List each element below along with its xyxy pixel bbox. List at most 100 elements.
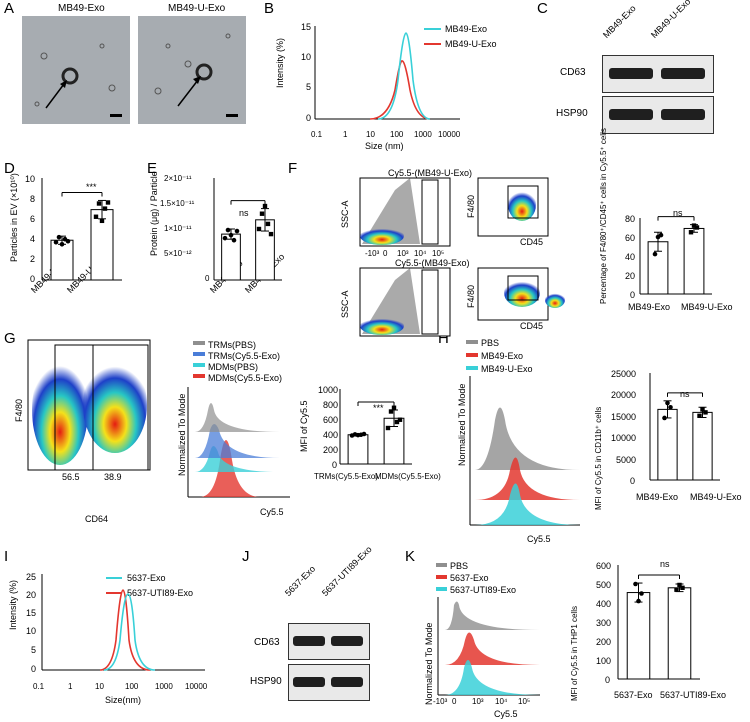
f-xt-3: 10³ <box>397 249 409 258</box>
c-lane-2: MB49-U-Exo <box>648 0 693 40</box>
k-cat-2: 5637-UTI89-Exo <box>660 690 727 700</box>
k-xt-4: 10⁴ <box>495 697 508 706</box>
c-band-cd63-1 <box>609 68 653 79</box>
f-sub-density-2b <box>545 292 565 308</box>
f-sub-gate-2 <box>507 275 539 301</box>
d-ytick-8: 8 <box>30 194 36 204</box>
k-ytick-0: 0 <box>605 675 611 685</box>
c-lane-1: MB49-Exo <box>600 3 638 40</box>
panel-label-h: H <box>438 330 449 347</box>
j-band-cd63-1 <box>293 636 325 646</box>
k-xt-2: 0 <box>452 697 457 706</box>
b-ytick-15: 15 <box>301 22 312 32</box>
g-cat-2: MDMs(Cy5.5-Exo) <box>375 472 441 481</box>
i-xtick-1000: 1000 <box>155 682 173 691</box>
k-point-2-1 <box>674 587 679 592</box>
e-sig: ns <box>239 208 249 218</box>
b-legend-2: MB49-U-Exo <box>445 39 497 49</box>
i-ytick-25: 25 <box>26 572 37 582</box>
h-ytick-10000: 10000 <box>611 433 637 443</box>
f-ytick-60: 60 <box>625 233 636 243</box>
i-series-5637-exo <box>103 593 156 671</box>
f-ssc-2: SSC-A <box>340 290 350 318</box>
e-cat-2: MB49-U-Exo <box>242 251 287 295</box>
f-sub-frame-2 <box>477 267 549 321</box>
i-xtick-10000: 10000 <box>185 682 208 691</box>
i-legend-1: 5637-Exo <box>127 573 166 583</box>
g-ytick-400: 400 <box>323 430 339 440</box>
g-gate-2: 38.9 <box>104 472 122 482</box>
b-ytick-10: 10 <box>301 52 312 62</box>
h-hist-mb49-exo <box>475 457 580 500</box>
j-lane-2: 5637-UTI89-Exo <box>319 544 374 598</box>
f-gate-2: 1.00 <box>424 271 444 282</box>
f-f480-1: F4/80 <box>466 194 476 218</box>
e-point-1-1 <box>222 235 228 241</box>
k-ytick-500: 500 <box>596 580 612 590</box>
f-scatter-density-1 <box>360 227 404 245</box>
g-hist-trm-exo <box>195 424 280 458</box>
g-point-2-1 <box>385 425 391 431</box>
d-sig: *** <box>86 182 97 192</box>
g-density-1 <box>32 355 88 465</box>
k-point-2-2 <box>677 582 682 588</box>
panel-label-b: B <box>264 0 275 17</box>
g-bar-ylabel: MFI of Cy5.5 <box>299 400 309 452</box>
f-cat-2: MB49-U-Exo <box>681 302 733 312</box>
k-ytick-200: 200 <box>596 637 612 647</box>
g-bar-1 <box>347 434 369 465</box>
i-xtick-0.1: 0.1 <box>33 682 45 691</box>
e-point-2-4 <box>265 221 271 227</box>
f-xt-2: 0 <box>383 249 388 258</box>
g-hist-trm-pbs <box>195 403 280 432</box>
g-point-2-5 <box>397 417 403 422</box>
k-xt-3: 10³ <box>472 697 484 706</box>
f-xt-1: -10³ <box>365 249 380 258</box>
b-legend-1: MB49-Exo <box>445 24 488 34</box>
f-bar-ylabel: Percentage of F4/80⁺/CD45⁺ cells in Cy5.… <box>599 128 608 304</box>
g-gate-1 <box>54 344 94 471</box>
i-xtick-100: 100 <box>125 682 139 691</box>
h-point-2-1 <box>697 413 702 418</box>
k-sig: ns <box>660 559 670 569</box>
i-ytick-5: 5 <box>31 645 37 655</box>
em-title-mb49-exo: MB49-Exo <box>58 3 105 14</box>
h-ytick-0: 0 <box>630 476 636 486</box>
k-point-1-2 <box>636 598 641 604</box>
panel-label-a: A <box>4 0 15 17</box>
f-sig: ns <box>673 208 683 218</box>
g-legend-1: TRMs(PBS) <box>208 340 256 350</box>
b-xtick-0.1: 0.1 <box>311 130 323 139</box>
e-point-2-1 <box>256 226 262 232</box>
g-hist-mdm-pbs <box>195 446 280 472</box>
e-point-2-2 <box>259 211 265 216</box>
f-title-2: Cy5.5-(MB49-Exo) <box>395 258 470 268</box>
f-cd45-1: CD45 <box>520 237 544 247</box>
f-sub-1: 75.6 <box>488 191 508 202</box>
f-scatter-density-2 <box>360 317 404 335</box>
panel-label-d: D <box>4 160 15 177</box>
i-xtick-1: 1 <box>68 682 73 691</box>
b-ytick-5: 5 <box>306 82 312 92</box>
b-ylabel: Intensity (%) <box>275 37 285 88</box>
e-cat-1: MB49-Exo <box>207 258 245 295</box>
e-ytick-0: 0 <box>205 274 210 283</box>
f-sub-density-2 <box>504 279 540 307</box>
k-hist-x: Cy5.5 <box>494 709 518 719</box>
f-ytick-40: 40 <box>625 252 636 262</box>
h-point-1-3 <box>668 404 673 410</box>
i-ytick-10: 10 <box>26 626 37 636</box>
d-point-1-1 <box>53 239 59 245</box>
g-scatter-frame <box>27 339 151 471</box>
d-ytick-10: 10 <box>25 174 36 184</box>
h-hist-mb49-u-exo <box>475 483 580 525</box>
g-ytick-1000: 1000 <box>318 385 339 395</box>
e-point-2-3 <box>262 203 268 209</box>
b-xtick-1: 1 <box>343 130 348 139</box>
b-xtick-100: 100 <box>390 130 404 139</box>
k-bar-1 <box>626 592 651 680</box>
h-ytick-20000: 20000 <box>611 390 637 400</box>
f-point-1-3 <box>658 232 664 238</box>
k-bar-2 <box>667 587 692 680</box>
e-ytick-2e-11: 2×10⁻¹¹ <box>164 174 192 183</box>
